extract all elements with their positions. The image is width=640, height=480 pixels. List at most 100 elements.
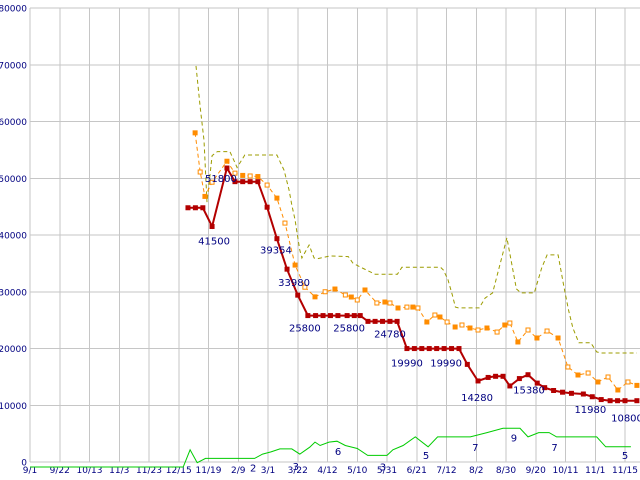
lowest-price-marker — [493, 373, 499, 379]
average-price-marker — [354, 297, 360, 303]
y-tick-label: 50000 — [0, 175, 27, 185]
x-tick-label: 5/10 — [347, 466, 367, 476]
y-axis-tick-labels: 0 10000 20000 30000 40000 50000 60000 70000 8000… — [0, 5, 27, 469]
average-price-marker — [374, 300, 380, 306]
average-price-marker — [197, 169, 203, 175]
lowest-price-value-label: 33980 — [278, 278, 310, 289]
lowest-price-marker — [372, 318, 378, 324]
lowest-price-marker — [411, 346, 417, 352]
average-price-marker — [575, 372, 581, 378]
y-tick-label: 70000 — [0, 61, 27, 71]
lowest-price-value-label: 19990 — [430, 359, 462, 370]
lowest-price-marker — [404, 346, 410, 352]
average-price-marker — [625, 379, 631, 385]
lowest-price-marker — [589, 394, 595, 400]
lowest-price-marker — [456, 346, 462, 352]
average-price-marker — [255, 174, 261, 180]
lowest-price-marker — [264, 204, 270, 210]
lowest-price-marker — [380, 318, 386, 324]
lowest-price-marker — [387, 318, 393, 324]
y-tick-label: 40000 — [0, 232, 27, 242]
average-price-marker — [387, 300, 393, 306]
x-tick-label: 3/22 — [288, 466, 308, 476]
store-count-value-label: 2 — [250, 463, 256, 474]
average-price-marker — [302, 284, 308, 290]
lowest-price-value-label: 19990 — [391, 359, 423, 370]
y-tick-label: 0 — [21, 459, 27, 469]
lowest-price-marker — [344, 313, 350, 319]
lowest-price-marker — [598, 397, 604, 403]
lowest-price-marker — [185, 205, 191, 211]
gridlines — [29, 7, 640, 463]
lowest-price-marker — [525, 372, 531, 378]
average-price-marker — [282, 220, 288, 226]
lowest-price-marker — [320, 313, 326, 319]
average-price-marker — [247, 173, 253, 179]
series-lowest-price: 41500 51800 39354 33980 25800 25800 24780 19990… — [185, 165, 640, 425]
x-tick-label: 3/1 — [261, 466, 275, 476]
lowest-price-marker — [622, 398, 628, 404]
lowest-price-marker — [255, 179, 261, 185]
lowest-price-marker — [560, 389, 566, 395]
store-count-value-label: 7 — [551, 443, 557, 454]
x-tick-label: 8/2 — [469, 466, 483, 476]
lowest-price-marker — [426, 346, 432, 352]
average-price-marker — [475, 327, 481, 333]
average-price-marker — [332, 286, 338, 292]
average-price-marker — [395, 305, 401, 311]
lowest-price-marker — [357, 313, 363, 319]
x-tick-label: 11/3 — [109, 466, 129, 476]
x-tick-label: 11/1 — [585, 466, 605, 476]
average-price-marker — [192, 130, 198, 136]
y-tick-label: 10000 — [0, 402, 27, 412]
average-price-marker — [362, 287, 368, 293]
series-average-price — [192, 130, 640, 393]
average-price-marker — [274, 195, 280, 201]
store-count-value-label: 6 — [335, 447, 341, 458]
store-count-value-label: 3 — [380, 462, 386, 473]
lowest-price-marker — [274, 236, 280, 242]
lowest-price-value-label: 25800 — [289, 324, 321, 335]
lowest-price-marker — [419, 346, 425, 352]
lowest-price-marker — [441, 346, 447, 352]
store-count-value-label: 9 — [511, 433, 517, 444]
average-price-marker — [382, 299, 388, 305]
x-tick-label: 9/1 — [23, 466, 37, 476]
average-price-marker — [555, 335, 561, 341]
y-tick-label: 80000 — [0, 5, 27, 15]
lowest-price-marker — [580, 391, 586, 397]
lowest-price-value-label: 10800 — [611, 414, 640, 425]
highest-price-line — [195, 65, 637, 354]
average-price-marker — [232, 170, 238, 176]
lowest-price-marker — [305, 313, 311, 319]
lowest-price-marker — [224, 165, 230, 171]
average-price-marker — [444, 319, 450, 325]
lowest-price-marker — [534, 380, 540, 386]
average-price-marker — [292, 262, 298, 268]
average-price-line — [194, 132, 638, 391]
average-price-marker — [424, 319, 430, 325]
average-price-marker — [437, 314, 443, 320]
store-count-value-label: 5 — [423, 451, 429, 462]
x-tick-label: 2/9 — [231, 466, 246, 476]
series-store-count: 2 3 6 3 5 7 9 7 5 — [30, 427, 631, 474]
average-price-marker — [342, 292, 348, 298]
lowest-price-marker — [634, 398, 640, 404]
lowest-price-value-label: 39354 — [260, 246, 292, 257]
x-tick-label: 5/31 — [377, 466, 397, 476]
average-price-marker — [502, 322, 508, 328]
lowest-price-marker — [351, 313, 357, 319]
lowest-price-marker — [434, 346, 440, 352]
x-tick-label: 4/12 — [317, 466, 337, 476]
lowest-price-marker — [568, 390, 574, 396]
lowest-price-value-label: 24780 — [374, 329, 406, 340]
lowest-price-marker — [615, 398, 621, 404]
average-price-marker — [565, 364, 571, 370]
lowest-price-marker — [507, 383, 513, 389]
store-count-line — [30, 427, 631, 468]
average-price-marker — [467, 325, 473, 331]
x-tick-label: 10/13 — [77, 466, 103, 476]
average-price-marker — [452, 324, 458, 330]
average-price-marker — [585, 370, 591, 376]
